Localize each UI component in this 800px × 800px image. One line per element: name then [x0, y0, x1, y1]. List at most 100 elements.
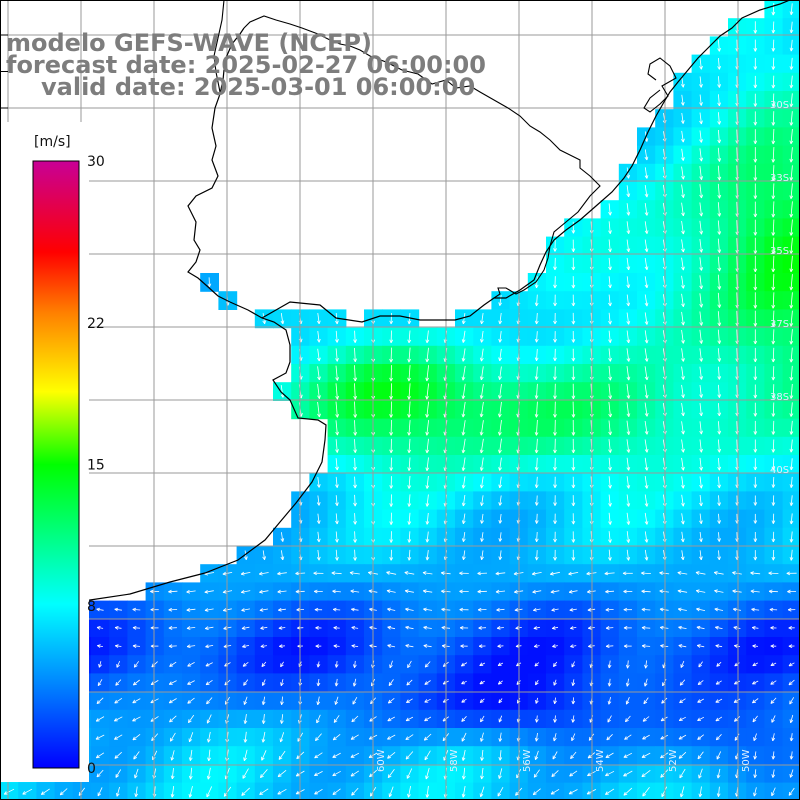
wind-arrow	[608, 276, 612, 289]
wind-speed-cell	[455, 691, 474, 711]
wind-arrow	[717, 183, 722, 199]
wind-speed-cell	[546, 746, 565, 765]
wind-arrow	[753, 292, 758, 309]
wind-arrow	[789, 147, 794, 163]
wind-speed-cell	[236, 655, 256, 674]
wind-arrow	[753, 39, 758, 52]
wind-arrow	[771, 39, 776, 52]
wind-speed-cell	[163, 655, 183, 674]
wind-arrow	[644, 149, 649, 161]
wind-speed-cell	[491, 655, 511, 674]
wind-speed-cell	[709, 655, 729, 674]
latitude-label: 33S	[770, 173, 789, 184]
wind-speed-cell	[764, 655, 784, 674]
wind-arrow	[789, 255, 794, 273]
wind-arrow	[771, 219, 776, 236]
wind-speed-cell	[200, 655, 219, 674]
wind-speed-cell	[637, 709, 656, 729]
wind-speed-cell	[109, 764, 128, 784]
wind-arrow	[771, 111, 776, 126]
wind-arrow	[771, 274, 776, 291]
wind-arrow	[717, 292, 722, 308]
wind-arrow	[571, 276, 576, 289]
wind-arrow	[571, 294, 576, 307]
wind-arrow	[571, 221, 576, 234]
wind-speed-cell	[455, 673, 474, 693]
wind-arrow	[534, 294, 539, 307]
wind-speed-cell	[400, 709, 420, 729]
wind-arrow	[717, 256, 722, 272]
latitude-label: 30S	[770, 100, 789, 111]
wind-arrow	[771, 3, 776, 16]
wind-arrow	[626, 185, 631, 198]
wind-speed-cell	[163, 691, 183, 711]
wind-speed-cell	[691, 709, 711, 729]
wind-speed-cell	[127, 655, 147, 674]
wind-arrow	[771, 128, 776, 145]
wind-speed-cell	[728, 728, 747, 747]
wind-arrow	[699, 166, 703, 180]
wind-speed-cell	[527, 655, 547, 674]
wind-arrow	[789, 39, 794, 52]
wind-speed-cell	[382, 673, 401, 693]
wind-speed-cell	[273, 746, 292, 765]
wind-arrow	[717, 274, 722, 290]
wind-speed-cell	[673, 728, 693, 747]
wind-speed-cell	[382, 728, 401, 747]
wind-speed-cell	[182, 655, 201, 674]
wind-arrow	[789, 129, 794, 145]
wind-speed-cell	[691, 655, 711, 674]
wind-arrow	[753, 219, 758, 236]
wind-speed-cell	[473, 691, 492, 711]
wind-speed-cell	[491, 673, 511, 693]
wind-arrow	[789, 237, 794, 254]
wind-arrow	[681, 184, 685, 198]
wind-arrow	[753, 57, 758, 70]
wind-arrow	[608, 312, 612, 325]
wind-speed-cell	[200, 673, 219, 693]
wind-arrow	[498, 312, 503, 325]
wind-speed-cell	[455, 709, 474, 729]
wind-speed-cell	[309, 746, 329, 765]
wind-speed-cell	[109, 728, 128, 747]
wind-arrow	[681, 257, 685, 271]
wind-speed-cell	[418, 728, 438, 747]
wind-arrow	[626, 257, 631, 271]
wind-speed-cell	[709, 709, 729, 729]
wind-speed-cell	[728, 655, 747, 674]
colorbar-tick-label: 0	[87, 761, 96, 777]
wind-arrow	[753, 75, 758, 89]
wind-speed-cell	[291, 728, 310, 747]
wind-arrow	[553, 257, 557, 271]
wind-arrow	[753, 310, 758, 327]
wind-speed-cell	[254, 655, 274, 674]
wind-arrow	[699, 94, 703, 106]
wind-speed-cell	[236, 764, 256, 784]
wind-speed-cell	[127, 691, 147, 711]
wind-arrow	[681, 311, 685, 326]
wind-speed-cell	[309, 728, 329, 747]
wind-arrow	[608, 221, 612, 234]
wind-arrow	[699, 293, 704, 308]
wind-arrow	[680, 130, 685, 143]
wind-arrow	[571, 312, 576, 325]
wind-arrow	[389, 312, 394, 325]
wind-arrow	[789, 292, 794, 309]
wind-arrow	[608, 257, 612, 271]
wind-arrow	[699, 184, 704, 199]
wind-speed-cell	[327, 728, 347, 747]
wind-speed-cell	[728, 691, 747, 711]
wind-arrow	[644, 312, 649, 325]
wind-speed-cell	[637, 746, 656, 765]
wind-speed-cell	[345, 709, 365, 729]
wind-arrow	[553, 312, 557, 325]
wind-arrow	[789, 111, 794, 126]
wind-arrow	[771, 201, 776, 218]
wind-speed-cell	[527, 764, 547, 784]
wind-arrow	[717, 220, 722, 235]
wind-arrow	[789, 75, 794, 89]
wind-arrow	[699, 257, 703, 271]
wind-speed-cell	[564, 746, 583, 765]
